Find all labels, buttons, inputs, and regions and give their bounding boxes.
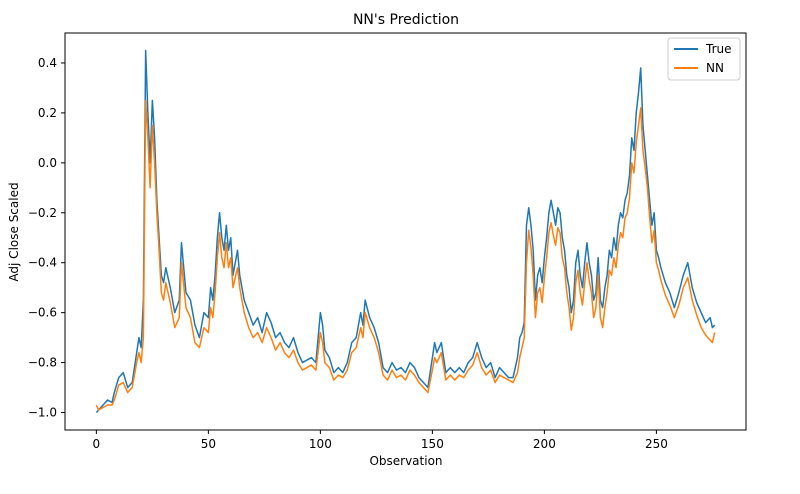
y-tick-label: −0.6 bbox=[28, 306, 57, 320]
x-tick-label: 50 bbox=[201, 437, 216, 451]
legend-label-true: True bbox=[705, 42, 732, 56]
legend-label-nn: NN bbox=[706, 61, 724, 75]
plot-area bbox=[64, 32, 747, 431]
series-line-true bbox=[95, 49, 716, 414]
y-tick-label: 0.2 bbox=[38, 106, 57, 120]
series-layer bbox=[95, 49, 716, 414]
chart-title: NN's Prediction bbox=[353, 12, 459, 28]
y-tick-label: −0.8 bbox=[28, 356, 57, 370]
y-tick-label: 0.4 bbox=[38, 56, 57, 70]
y-tick-label: −0.2 bbox=[28, 206, 57, 220]
y-tick-label: −1.0 bbox=[28, 406, 57, 420]
y-axis-label: Adj Close Scaled bbox=[7, 182, 21, 281]
legend: True NN bbox=[667, 37, 741, 81]
series-line-nn bbox=[95, 99, 716, 411]
x-tick-label: 150 bbox=[421, 437, 444, 451]
x-axis: 0 50 100 150 200 250 bbox=[93, 430, 668, 451]
x-axis-label: Observation bbox=[369, 454, 442, 468]
x-tick-label: 200 bbox=[533, 437, 556, 451]
plot-frame bbox=[64, 32, 747, 431]
y-tick-label: −0.4 bbox=[28, 256, 57, 270]
x-tick-label: 250 bbox=[645, 437, 668, 451]
y-tick-label: 0.0 bbox=[38, 156, 57, 170]
y-axis: −1.0 −0.8 −0.6 −0.4 −0.2 0.0 0.2 0.4 bbox=[28, 56, 65, 420]
x-tick-label: 100 bbox=[309, 437, 332, 451]
x-tick-label: 0 bbox=[93, 437, 101, 451]
